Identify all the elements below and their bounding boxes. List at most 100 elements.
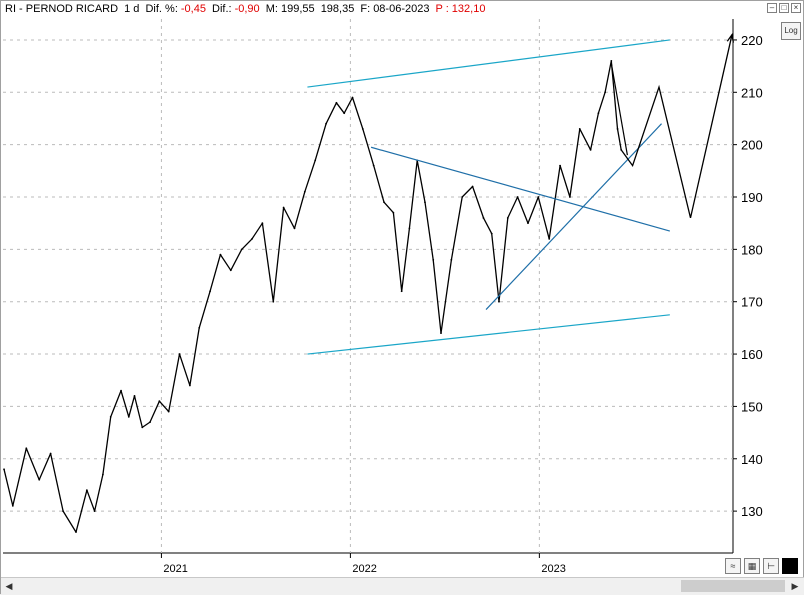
price-point xyxy=(343,112,346,115)
chart-header: RI - PERNOD RICARD 1 d Dif. %: -0,45 Dif.… xyxy=(5,3,488,19)
price-point xyxy=(432,258,435,261)
upper-channel-line xyxy=(307,39,670,88)
price-point xyxy=(604,91,607,94)
chart-tools: ≈ ▦ ⊢ xyxy=(725,558,798,574)
price-point xyxy=(38,478,41,481)
y-tick-label: 130 xyxy=(741,504,763,519)
price-point xyxy=(610,59,613,62)
f-label: F: xyxy=(360,3,371,15)
restore-icon[interactable]: □ xyxy=(779,3,789,13)
m-value: 199,55 xyxy=(280,3,315,15)
price-point xyxy=(516,196,519,198)
price-point xyxy=(282,206,285,209)
pin-icon[interactable]: ⊢ xyxy=(763,558,779,574)
price-point xyxy=(400,290,403,293)
price-point xyxy=(440,332,442,335)
minimize-icon[interactable]: – xyxy=(767,3,777,13)
price-point xyxy=(589,148,592,151)
price-point xyxy=(102,473,104,476)
save-icon[interactable]: ▦ xyxy=(744,558,760,574)
price-point xyxy=(167,410,170,413)
color-swatch-icon[interactable] xyxy=(782,558,798,574)
y-tick-label: 150 xyxy=(741,399,763,414)
price-point xyxy=(109,415,112,418)
price-line xyxy=(3,60,622,533)
lower-channel-line xyxy=(307,314,670,355)
price-point xyxy=(335,101,338,104)
x-tick-label: 2023 xyxy=(541,563,565,575)
price-point xyxy=(490,232,493,235)
price-point xyxy=(351,96,354,99)
price-point xyxy=(361,128,364,130)
log-scale-button[interactable]: Log xyxy=(781,22,801,40)
price-point xyxy=(25,447,28,450)
scroll-right-icon[interactable]: ▶ xyxy=(791,581,799,591)
price-point xyxy=(482,217,485,219)
price-point xyxy=(597,112,600,115)
y-tick-label: 160 xyxy=(741,347,763,362)
x-tick-label: 2022 xyxy=(352,563,376,575)
price-point xyxy=(548,237,551,240)
m2-value: 198,35 xyxy=(320,3,355,15)
price-point xyxy=(303,190,306,193)
wedge-upper-line xyxy=(370,146,670,232)
price-point xyxy=(578,128,581,130)
price-point xyxy=(527,222,529,225)
dif-pct-label: Dif. %: xyxy=(145,3,178,15)
scroll-left-icon[interactable]: ◀ xyxy=(5,581,13,591)
price-point xyxy=(408,227,411,230)
price-point xyxy=(616,128,619,130)
y-tick-label: 180 xyxy=(741,242,763,257)
price-point xyxy=(372,164,375,167)
price-point xyxy=(178,353,181,355)
price-point xyxy=(261,222,264,225)
projection-path xyxy=(620,34,733,219)
price-point xyxy=(158,400,161,403)
price-point xyxy=(537,196,540,198)
price-point xyxy=(506,217,509,219)
price-point xyxy=(450,258,453,261)
price-point xyxy=(272,300,275,303)
price-point xyxy=(120,389,122,392)
price-point xyxy=(392,211,395,214)
f-value: 08-06-2023 xyxy=(373,3,430,15)
scroll-thumb[interactable] xyxy=(681,580,785,592)
y-tick-label: 170 xyxy=(741,295,763,310)
price-point xyxy=(461,196,464,198)
p-label: P : xyxy=(435,3,449,15)
price-point xyxy=(293,227,296,230)
price-point xyxy=(85,489,88,492)
price-point xyxy=(471,185,474,188)
price-point xyxy=(49,452,52,455)
y-tick-label: 200 xyxy=(741,138,763,153)
price-point xyxy=(11,504,14,507)
close-icon[interactable]: × xyxy=(791,3,801,13)
price-point xyxy=(498,300,500,303)
price-point xyxy=(383,201,385,204)
symbol-label: RI - PERNOD RICARD xyxy=(5,3,119,15)
price-point xyxy=(325,122,327,125)
projection-lead-line xyxy=(610,63,628,156)
price-point xyxy=(240,248,243,251)
window-buttons: – □ × xyxy=(767,3,801,13)
price-point xyxy=(251,237,253,240)
price-point xyxy=(149,421,151,424)
interval-label: 1 d xyxy=(124,3,140,15)
x-tick-label: 2021 xyxy=(163,563,187,575)
horizontal-scrollbar[interactable]: ◀ ▶ xyxy=(1,577,804,594)
price-point xyxy=(219,253,222,256)
dif-value: -0,90 xyxy=(234,3,260,15)
dif-label: Dif.: xyxy=(212,3,232,15)
price-point xyxy=(189,384,191,387)
y-tick-label: 190 xyxy=(741,190,763,205)
price-point xyxy=(133,395,136,397)
autoscale-icon[interactable]: ≈ xyxy=(725,558,741,574)
p-value: 132,10 xyxy=(451,3,486,15)
price-point xyxy=(559,164,561,167)
price-point xyxy=(3,468,5,471)
price-point xyxy=(62,510,64,513)
price-point xyxy=(127,415,130,418)
m-label: M: xyxy=(265,3,278,15)
